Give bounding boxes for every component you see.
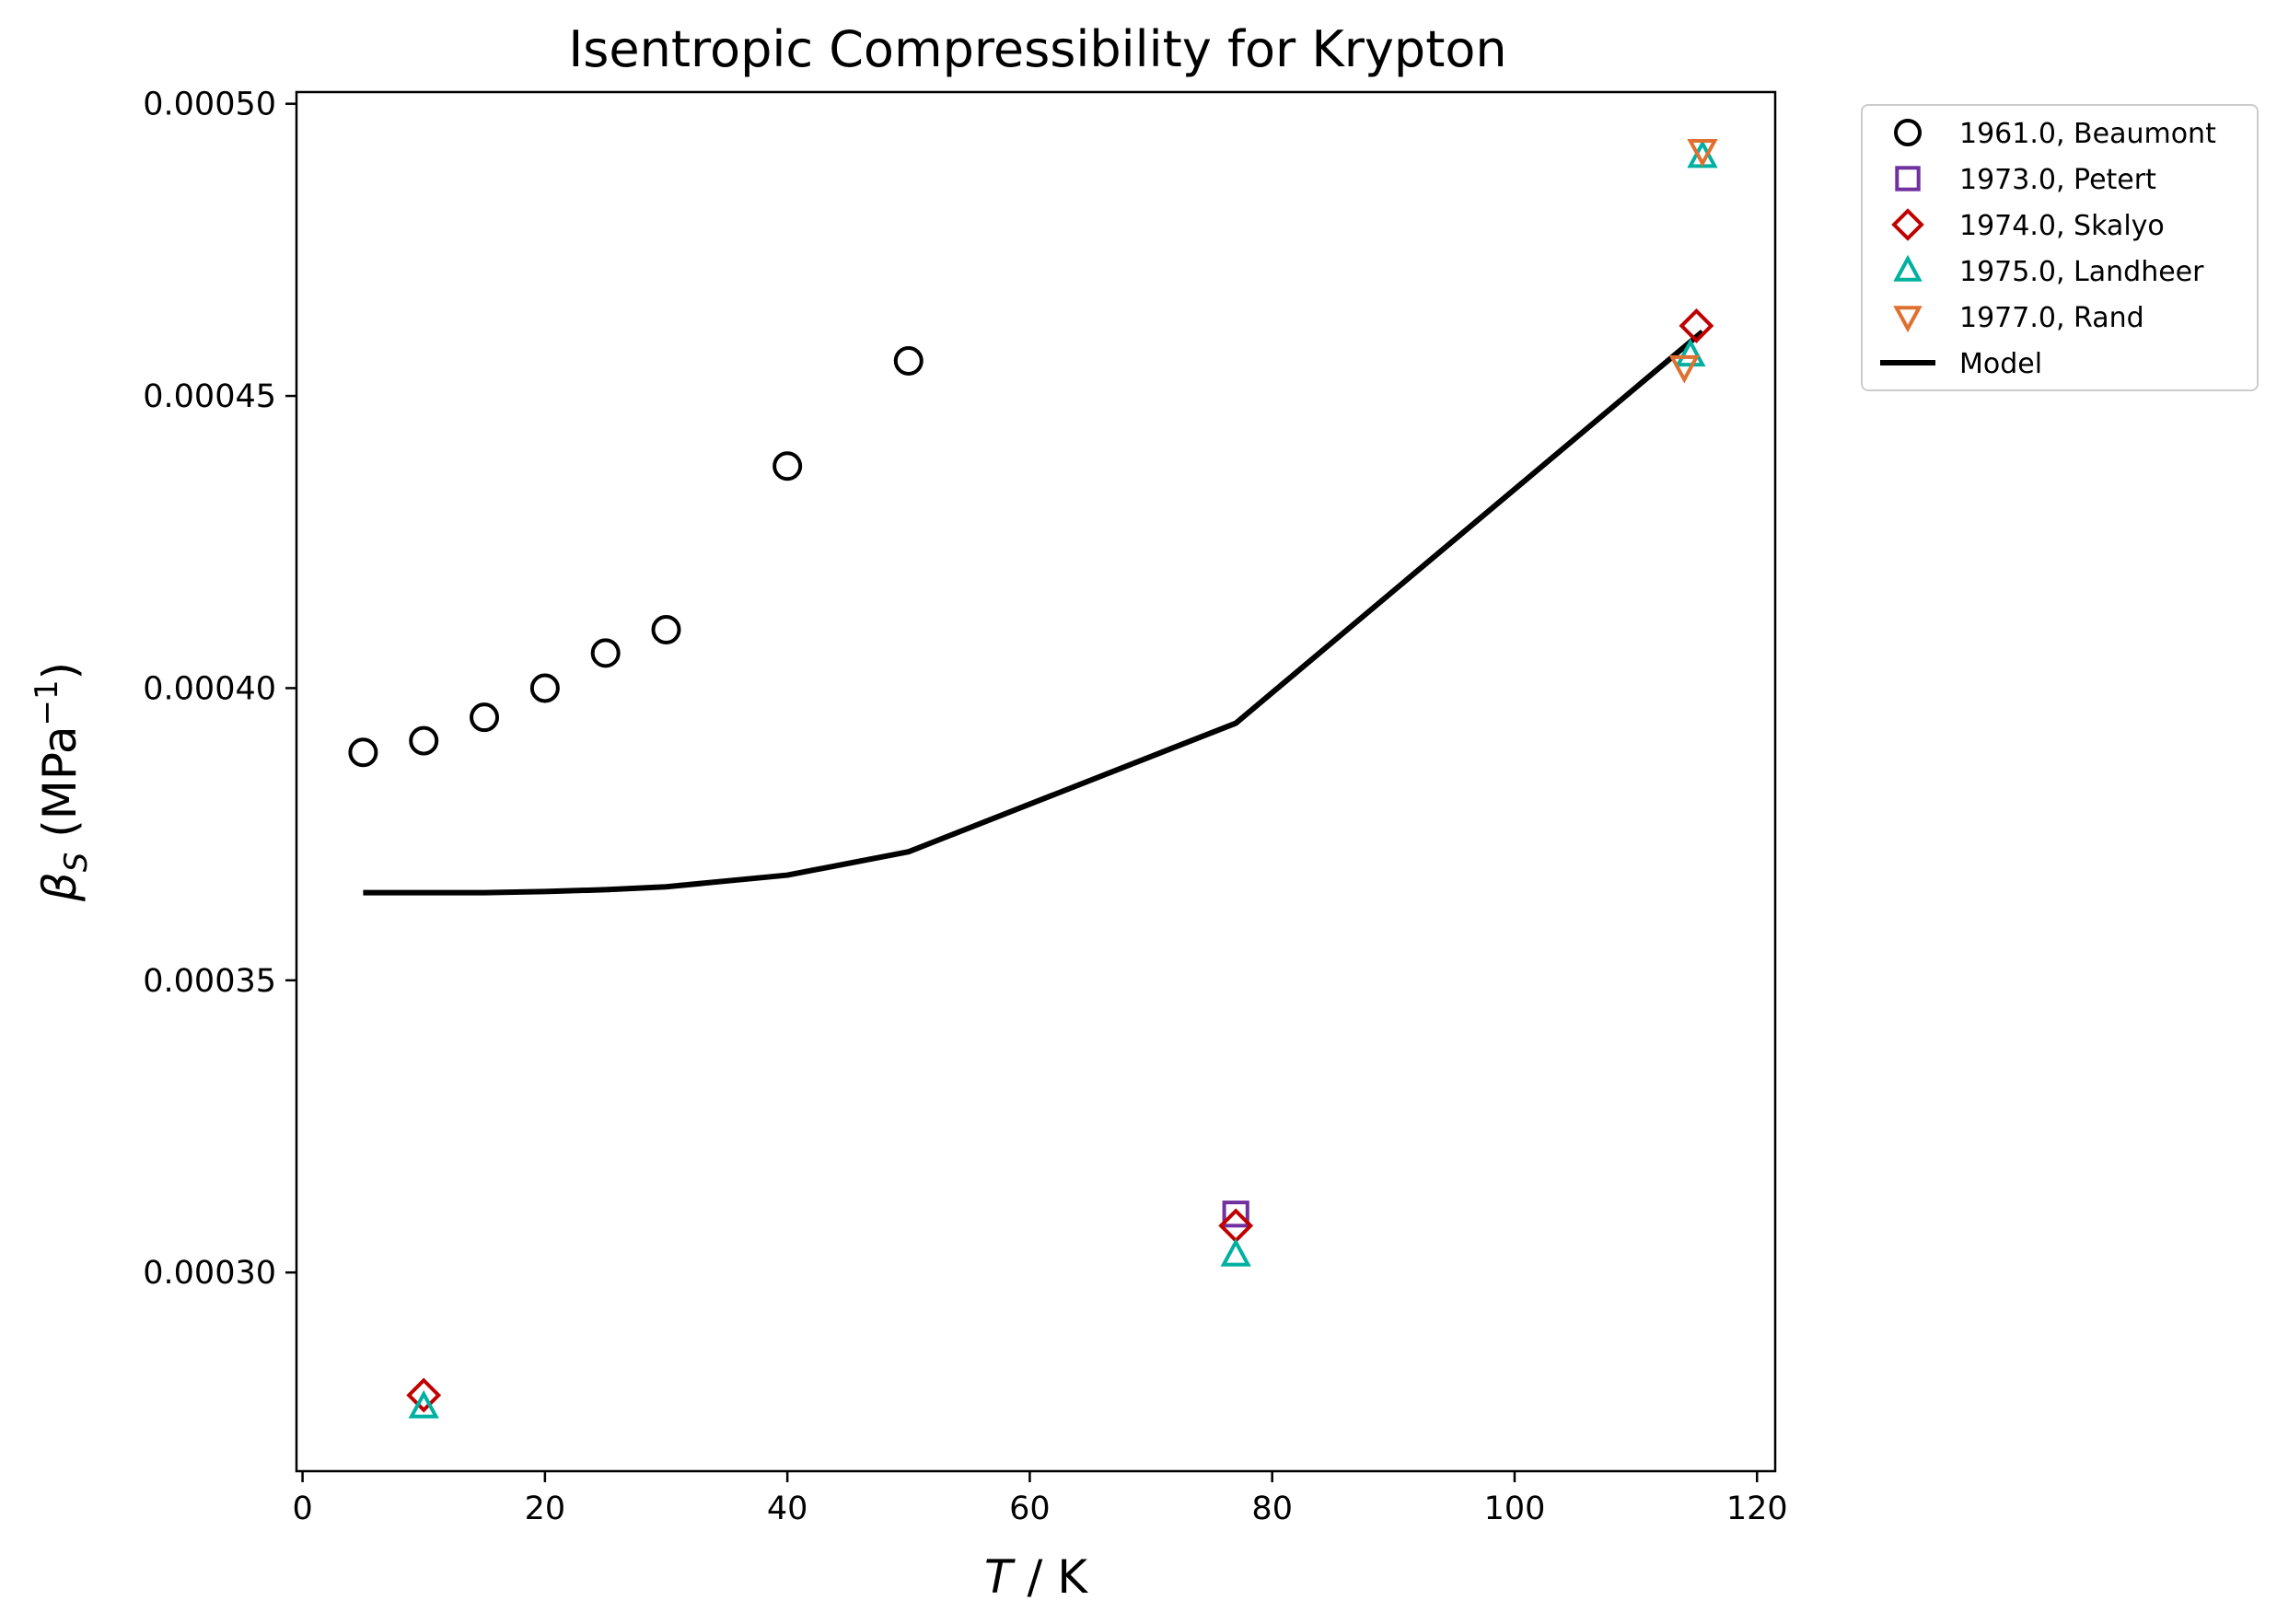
x-tick-label: 20 [525, 1491, 566, 1527]
y-tick-label: 0.00040 [143, 670, 276, 707]
data-point-1961-0-beaumont [590, 638, 621, 668]
data-point-1977-0-rand [1668, 354, 1700, 384]
legend-label: 1975.0, Landheer [1959, 256, 2204, 288]
legend-label: 1974.0, Skalyo [1959, 210, 2165, 242]
legend-label: 1977.0, Rand [1959, 302, 2144, 334]
legend-marker-1974-0-skalyo [1891, 208, 1924, 241]
data-point-1973-0-petert [1222, 1201, 1249, 1228]
x-tick-label: 0 [292, 1491, 312, 1527]
x-tick-label: 120 [1726, 1491, 1788, 1527]
data-point-1961-0-beaumont [470, 702, 500, 733]
x-axis: 0 20 40 60 80 100 120 [292, 1471, 1788, 1527]
data-point-1977-0-rand [1687, 138, 1718, 168]
legend-label: 1961.0, Beaumont [1959, 118, 2216, 150]
legend-frame [1861, 104, 2259, 391]
series-line-model [363, 329, 1704, 896]
data-point-1961-0-beaumont [893, 345, 924, 376]
data-point-1975-0-landheer [1220, 1237, 1251, 1267]
data-point-1961-0-beaumont [773, 451, 803, 481]
x-tick-label: 40 [767, 1491, 808, 1527]
legend-marker-1977-0-rand [1893, 306, 1923, 333]
data-point-1974-0-skalyo [1679, 307, 1714, 343]
x-tick-label: 100 [1484, 1491, 1546, 1527]
y-tick-label: 0.00045 [143, 378, 276, 415]
data-point-1975-0-landheer [408, 1389, 439, 1419]
x-tick-label: 60 [1009, 1491, 1051, 1527]
y-axis: 0.00030 0.00035 0.00040 0.00045 0.00050 [143, 87, 296, 1292]
data-point-1961-0-beaumont [348, 737, 378, 768]
y-axis-label: βS (MPa−1) [29, 662, 95, 902]
legend: 1961.0, Beaumont 1973.0, Petert 1974.0, Sk… [1861, 104, 2259, 391]
data-point-1974-0-skalyo [406, 1377, 442, 1413]
data-point-1961-0-beaumont [651, 614, 681, 644]
x-axis-label: T / K [984, 1550, 1088, 1604]
legend-marker-1973-0-petert [1895, 166, 1921, 191]
y-tick-label: 0.00035 [143, 963, 276, 1000]
legend-label: 1973.0, Petert [1959, 164, 2156, 196]
plot-area [348, 138, 1718, 1419]
data-point-1961-0-beaumont [529, 673, 560, 703]
plot-frame [295, 90, 1777, 1473]
chart-title: Isentropic Compressibility for Krypton [568, 20, 1506, 78]
y-tick-label: 0.00030 [143, 1255, 276, 1292]
legend-marker-1975-0-landheer [1893, 254, 1923, 282]
x-tick-label: 80 [1251, 1491, 1293, 1527]
data-point-1961-0-beaumont [409, 725, 439, 756]
y-tick-label: 0.00050 [143, 87, 276, 123]
legend-marker-1961-0-beaumont [1894, 119, 1922, 146]
legend-label: Model [1959, 348, 2042, 380]
